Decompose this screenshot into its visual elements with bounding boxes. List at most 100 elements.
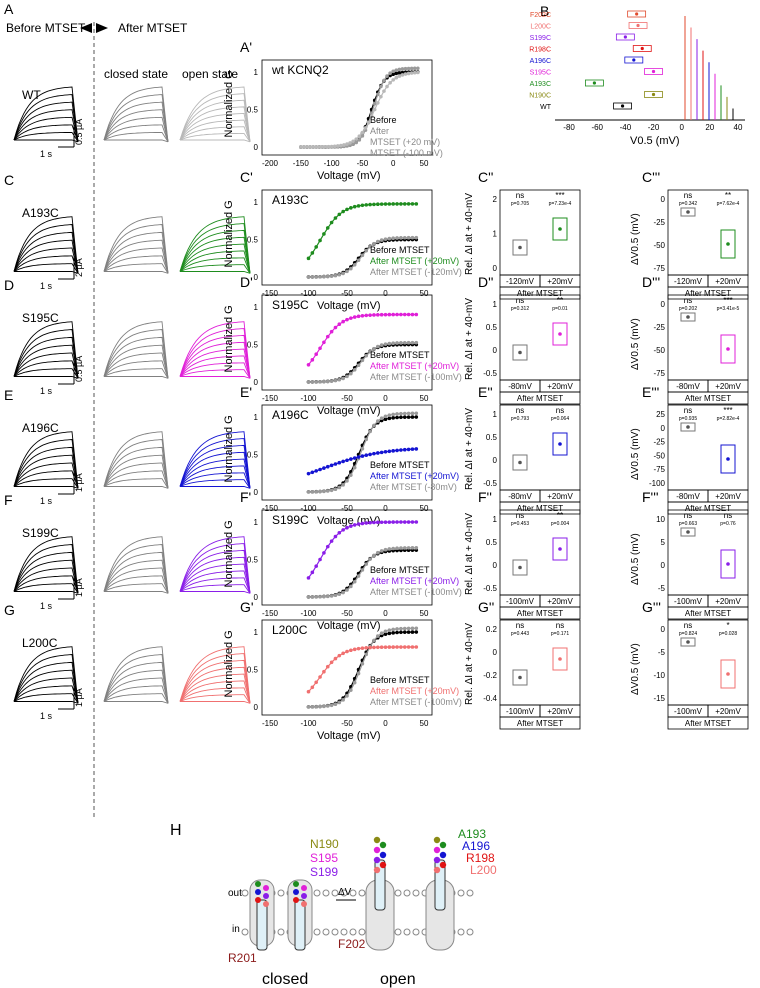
current-trace <box>13 544 79 594</box>
y-tick: 0 <box>254 488 259 497</box>
lipid-head <box>277 928 285 936</box>
curve-xlabel: Voltage (mV) <box>317 300 381 312</box>
arrow-left-icon <box>80 23 92 33</box>
box <box>680 207 696 217</box>
box <box>720 444 736 474</box>
b-xlabel: V0.5 (mV) <box>630 135 680 147</box>
current-trace <box>179 646 251 704</box>
current-trace <box>179 223 251 274</box>
current-trace <box>103 329 169 379</box>
box <box>552 432 568 456</box>
p-value: p=2.82e-4 <box>717 416 740 422</box>
box-point <box>518 565 522 570</box>
y-tick: 0 <box>493 264 498 273</box>
current-trace <box>13 336 79 379</box>
dv-ylabel: ΔV0.5 (mV) <box>630 533 641 585</box>
current-trace <box>179 694 251 704</box>
lipid-head <box>403 889 411 897</box>
panel-letter-b: B <box>540 3 549 19</box>
b-box <box>613 102 632 110</box>
residue-dot <box>379 841 387 849</box>
significance: ns <box>556 621 564 630</box>
current-trace <box>13 109 79 142</box>
lipid-head <box>331 889 339 897</box>
category-label: +20mV <box>547 382 573 391</box>
box-point <box>726 457 730 461</box>
y-tick: 1 <box>254 628 259 637</box>
current-trace <box>103 360 169 379</box>
significance: *** <box>723 406 732 415</box>
y-tick: -50 <box>653 451 665 460</box>
y-tick: -75 <box>653 465 665 474</box>
fit-curve <box>308 448 417 475</box>
residue-dot <box>255 889 261 895</box>
b-row-label: S195C <box>530 70 551 77</box>
footer-label: After MTSET <box>685 289 731 298</box>
construct-label: L200C <box>22 636 58 650</box>
box <box>512 454 528 471</box>
significance: ** <box>725 191 731 200</box>
current-trace <box>179 659 251 704</box>
y-tick: -0.5 <box>483 479 497 488</box>
current-trace <box>13 470 79 489</box>
current-trace <box>13 239 79 274</box>
current-trace <box>103 551 169 594</box>
lipid-head <box>241 889 249 897</box>
box <box>720 659 736 689</box>
y-tick: 0.5 <box>486 538 498 547</box>
current-trace <box>179 584 251 594</box>
curve-xlabel: Voltage (mV) <box>317 620 381 632</box>
category-label: -120mV <box>506 277 535 286</box>
y-tick: 1 <box>254 413 259 422</box>
box-ylabel: Rel. ΔI at + 40-mV <box>464 623 475 705</box>
legend-entry: MTSET (-100 mV) <box>370 148 443 158</box>
b-box <box>644 68 663 75</box>
b-x-tick: -60 <box>591 123 603 132</box>
footer-label: After MTSET <box>517 504 563 513</box>
p-value: p=0.342 <box>679 201 697 207</box>
footer-cell <box>667 501 749 515</box>
p-value: p=3.41e-5 <box>717 306 740 312</box>
residue-dot <box>263 885 269 891</box>
dv-letter: C''' <box>642 169 660 185</box>
category-label: +20mV <box>547 707 573 716</box>
current-trace <box>14 139 79 143</box>
residue-dot <box>379 861 387 869</box>
residue-dot <box>293 897 299 903</box>
b-box <box>624 56 644 64</box>
scale-current: 1 µA <box>74 688 84 707</box>
y-tick: -5 <box>658 648 666 657</box>
lipid-head <box>466 928 474 936</box>
b-point <box>620 104 625 108</box>
dv-ylabel: ΔV0.5 (mV) <box>630 428 641 480</box>
legend-entry: Before MTSET <box>370 565 430 575</box>
significance: ns <box>684 621 692 630</box>
box-point <box>518 675 522 680</box>
category-label: +20mV <box>715 277 741 286</box>
current-trace <box>103 439 169 489</box>
current-trace <box>13 536 79 594</box>
legend-entry: Before MTSET <box>370 350 430 360</box>
category-label: -120mV <box>674 277 703 286</box>
curve-letter: D' <box>240 274 253 290</box>
current-trace <box>104 139 169 143</box>
current-trace <box>179 451 251 489</box>
current-trace <box>13 368 79 379</box>
y-tick: 1 <box>254 518 259 527</box>
box-point <box>558 547 562 551</box>
box-point <box>726 242 730 246</box>
footer-label: After MTSET <box>517 609 563 618</box>
fit-curve <box>308 646 417 693</box>
box-letter: E'' <box>478 384 493 400</box>
lipid-head <box>277 889 285 897</box>
footer-cell <box>667 606 749 620</box>
legend-entry: After MTSET (-100mV) <box>370 372 462 382</box>
y-tick: -25 <box>653 218 665 227</box>
p-value: p=7.62e-4 <box>717 201 740 207</box>
current-trace <box>13 669 79 704</box>
y-tick: 0 <box>661 300 666 309</box>
current-trace <box>179 472 251 489</box>
current-trace <box>103 131 169 143</box>
box-letter: D'' <box>478 274 493 290</box>
y-tick: 0 <box>254 143 259 152</box>
